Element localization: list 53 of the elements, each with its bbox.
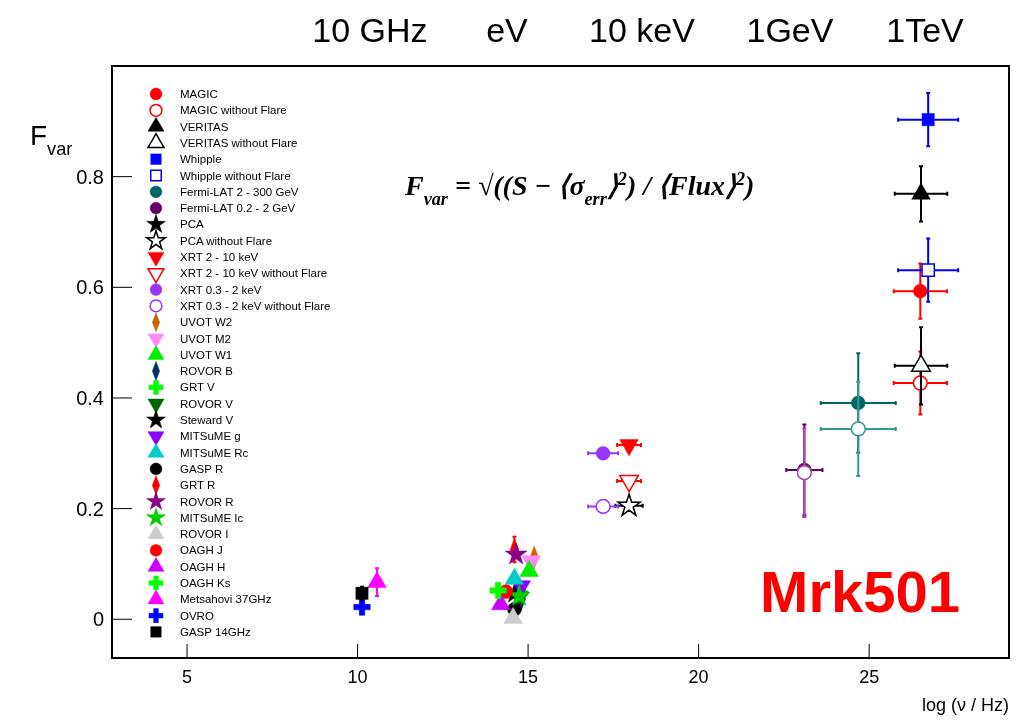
legend-label: Fermi-LAT 2 - 300 GeV: [180, 185, 299, 198]
legend-label: PCA without Flare: [180, 234, 273, 247]
y-tick-label: 0.2: [76, 497, 104, 520]
legend-label: GASP R: [180, 462, 224, 475]
legend-label: MAGIC without Flare: [180, 104, 287, 117]
annotation: Mrk501: [760, 559, 960, 624]
legend-label: MITSuME Ic: [180, 511, 244, 524]
legend-label: XRT 0.3 - 2 keV without Flare: [180, 299, 331, 312]
legend-label: UVOT W1: [180, 348, 233, 361]
legend-label: OAGH J: [180, 544, 223, 557]
legend-label: UVOT M2: [180, 332, 231, 345]
text: 10 GHz: [312, 11, 428, 49]
x-axis-title: log (ν / Hz): [921, 695, 1009, 715]
legend-label: Fermi-LAT 0.2 - 2 GeV: [180, 202, 296, 215]
y-tick-label: 0.4: [76, 386, 104, 409]
y-tick-label: 0: [92, 608, 104, 631]
legend-label: XRT 2 - 10 keV without Flare: [180, 267, 328, 280]
text: F$_{var}$ = √((S − ⟨σ$_{err}$⟩$^{2}$) / ⟨Flux⟩$^{2}$): [405, 169, 755, 209]
legend-label: GRT R: [180, 479, 216, 492]
legend-label: OAGH H: [180, 560, 226, 573]
x-tick-label: 20: [688, 667, 709, 687]
y-tick-label: 0.8: [76, 165, 104, 188]
x-tick-label: 25: [859, 667, 880, 687]
legend-label: ROVOR I: [180, 528, 229, 541]
legend-label: Steward V: [180, 414, 234, 426]
legend-label: XRT 2 - 10 keV: [180, 251, 259, 263]
text: eV: [486, 11, 529, 49]
x-tick-label: 15: [518, 667, 539, 687]
legend-label: VERITAS without Flare: [180, 136, 298, 149]
legend-label: ROVOR B: [180, 365, 234, 378]
legend-label: GRT V: [180, 381, 216, 394]
y-axis-title: F$_{var}$: [30, 120, 73, 159]
legend-label: MITSuME Rc: [180, 446, 249, 459]
legend-label: PCA: [180, 218, 204, 231]
x-tick-label: 10: [347, 667, 368, 687]
legend-label: OAGH Ks: [180, 577, 231, 589]
x-tick-label: 5: [182, 667, 193, 687]
legend-label: VERITAS: [180, 120, 229, 133]
legend-label: OVRO: [180, 609, 214, 622]
legend-label: MAGIC: [180, 88, 218, 100]
text: 1TeV: [886, 11, 965, 49]
legend-label: Whipple: [180, 153, 222, 166]
legend-label: Metsahovi 37GHz: [180, 593, 272, 606]
legend-label: MITSuME g: [180, 430, 241, 443]
text: 10 keV: [589, 11, 696, 49]
legend-label: ROVOR R: [180, 495, 234, 508]
text: 1GeV: [746, 11, 834, 49]
legend-label: XRT 0.3 - 2 keV: [180, 283, 262, 296]
legend-label: Whipple without Flare: [180, 169, 291, 182]
legend-label: GASP 14GHz: [180, 625, 251, 638]
legend-label: UVOT W2: [180, 316, 233, 329]
y-tick-label: 0.6: [76, 276, 104, 299]
legend-label: ROVOR V: [180, 397, 234, 410]
